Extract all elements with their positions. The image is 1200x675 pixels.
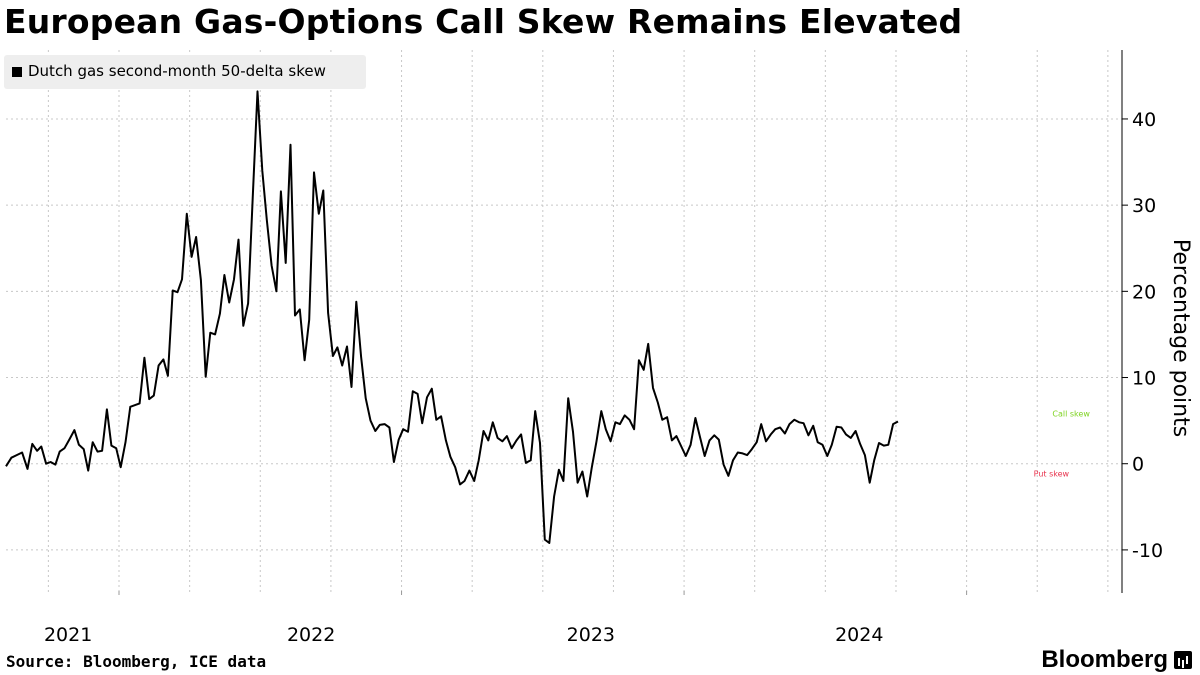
annotations: Call skew Put skew (1034, 409, 1091, 478)
chart-title: European Gas-Options Call Skew Remains E… (4, 2, 963, 41)
x-tick-label: 2023 (567, 624, 615, 646)
grid (6, 50, 1122, 593)
y-tick-label: 40 (1132, 109, 1156, 131)
brand-name: Bloomberg (1041, 646, 1168, 673)
bloomberg-terminal-icon (1174, 651, 1192, 669)
y-axis: -10 0 10 20 30 40 (1121, 50, 1163, 593)
annotation-label: Put skew (1034, 470, 1070, 479)
x-tick-label: 2021 (44, 624, 92, 646)
x-axis: 2021 2022 2023 2024 (44, 591, 968, 646)
legend-swatch (12, 67, 22, 77)
annotation-label: Call skew (1052, 409, 1090, 418)
y-tick-label: 30 (1132, 195, 1156, 217)
legend-label: Dutch gas second-month 50-delta skew (28, 62, 326, 80)
series-line (5, 90, 899, 544)
x-tick-label: 2024 (835, 624, 883, 646)
brand-logo: Bloomberg (1041, 646, 1192, 674)
x-tick-label: 2022 (287, 624, 335, 646)
y-tick-label: 0 (1132, 454, 1144, 476)
y-axis-label: Percentage points (1168, 239, 1193, 437)
legend: Dutch gas second-month 50-delta skew (4, 55, 366, 89)
y-tick-label: -10 (1132, 540, 1163, 562)
y-tick-label: 10 (1132, 368, 1156, 390)
source-note: Source: Bloomberg, ICE data (6, 652, 267, 671)
y-tick-label: 20 (1132, 281, 1156, 303)
series-layer (5, 90, 899, 544)
